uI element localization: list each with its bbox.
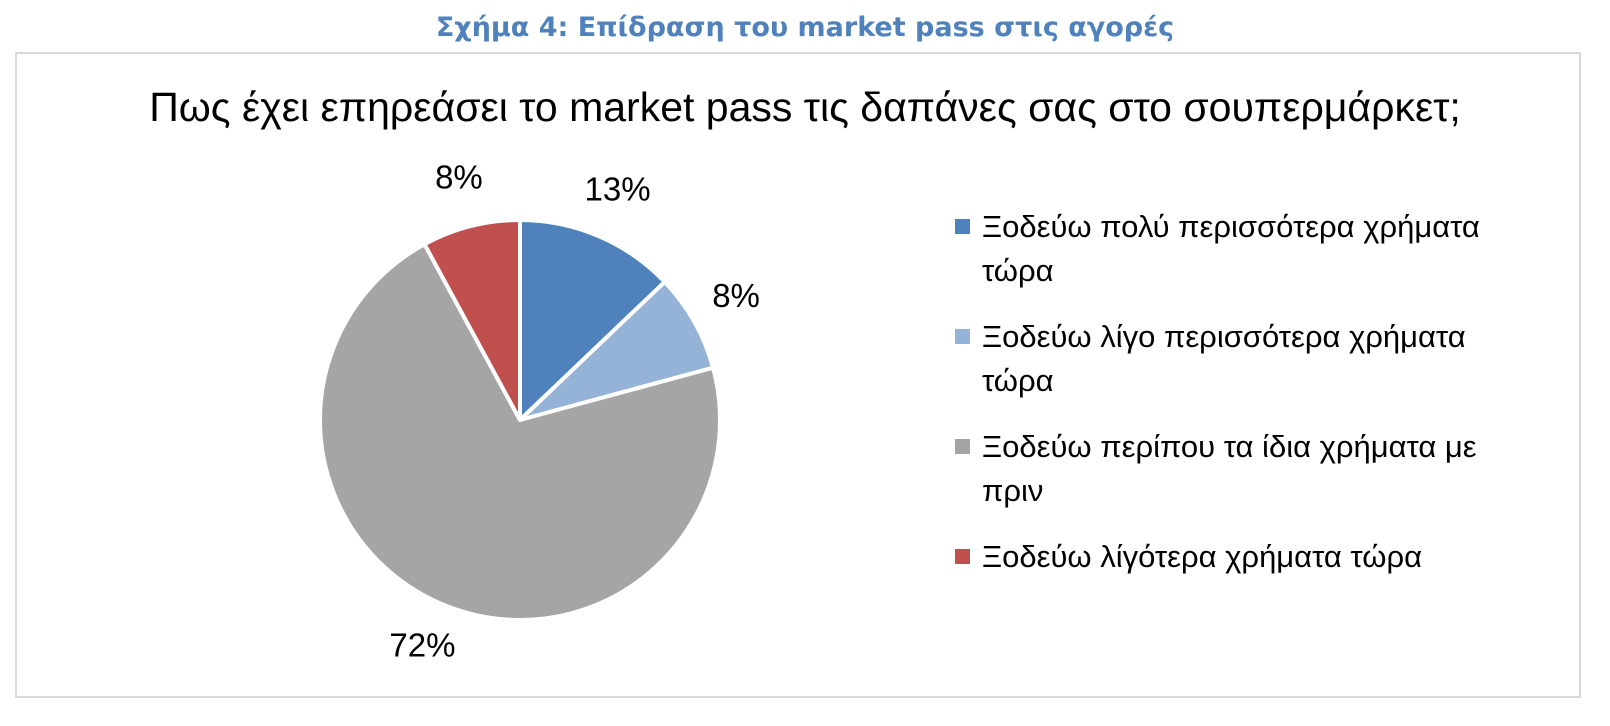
legend: Ξοδεύω πολύ περισσότερα χρήματα τώρα Ξοδε…: [955, 205, 1515, 601]
chart-frame: [15, 52, 1581, 698]
data-label: 72%: [389, 627, 455, 664]
legend-swatch: [955, 329, 970, 344]
legend-swatch: [955, 439, 970, 454]
legend-swatch: [955, 549, 970, 564]
pie-slice: [518, 218, 667, 422]
pie-slice: [318, 242, 722, 622]
data-label: 13%: [585, 171, 651, 208]
legend-swatch: [955, 219, 970, 234]
legend-label: Ξοδεύω λίγο περισσότερα χρήματα τώρα: [982, 319, 1466, 398]
figure-caption: Σχήμα 4: Επίδραση του market pass στις α…: [435, 12, 1175, 43]
legend-item: Ξοδεύω λίγότερα χρήματα τώρα: [955, 535, 1515, 579]
legend-item: Ξοδεύω περίπου τα ίδια χρήματα με πριν: [955, 425, 1515, 513]
legend-item: Ξοδεύω λίγο περισσότερα χρήματα τώρα: [955, 315, 1515, 403]
legend-label: Ξοδεύω λίγότερα χρήματα τώρα: [982, 539, 1422, 574]
chart-title: Πως έχει επηρεάσει το market pass τις δα…: [149, 84, 1461, 130]
data-label: 8%: [712, 277, 760, 314]
legend-item: Ξοδεύω πολύ περισσότερα χρήματα τώρα: [955, 205, 1515, 293]
data-label: 8%: [435, 158, 483, 195]
legend-label: Ξοδεύω πολύ περισσότερα χρήματα τώρα: [982, 209, 1480, 288]
pie-slice: [422, 218, 522, 422]
legend-label: Ξοδεύω περίπου τα ίδια χρήματα με πριν: [982, 429, 1477, 508]
